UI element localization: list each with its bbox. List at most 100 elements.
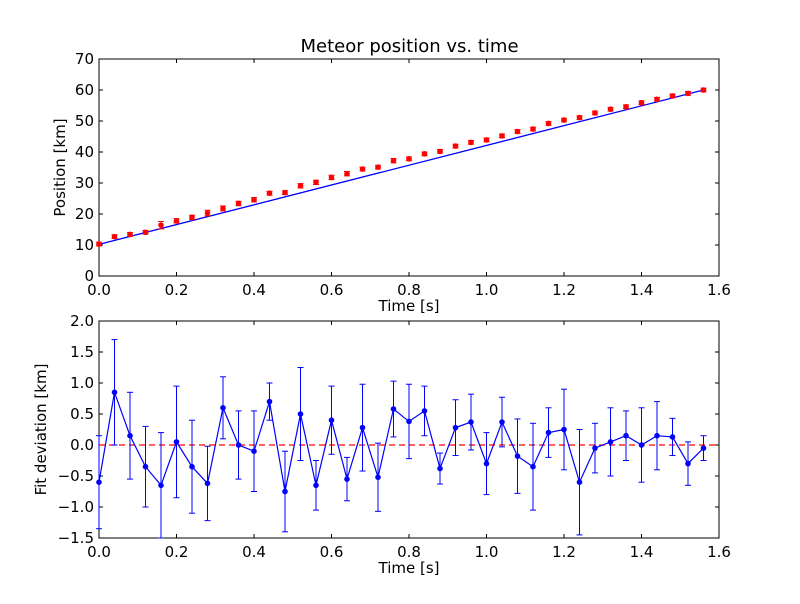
fit-line [98,89,704,246]
data-point [530,126,536,132]
x-tick-label: 0.8 [397,543,421,561]
data-point [499,133,505,139]
data-point [220,405,226,411]
data-point [452,424,459,431]
data-point [158,222,164,228]
data-point [297,411,304,417]
y-tick-label: 0.5 [70,405,94,423]
data-point [375,164,381,170]
x-tick-label: 0.0 [87,543,111,561]
data-point [111,389,118,396]
data-point [127,432,133,439]
data-point [669,434,676,440]
data-point [700,87,707,93]
data-point [530,463,536,470]
data-point [313,482,319,489]
x-tick-label: 0.8 [397,281,421,299]
x-tick-label: 1.4 [630,543,654,561]
x-tick-label: 0.2 [165,543,189,561]
data-point [623,103,629,110]
data-point [375,474,381,481]
x-tick-label: 0.4 [242,281,266,299]
data-point [96,479,102,486]
x-tick-label: 1.0 [475,543,499,561]
data-point [592,110,598,116]
x-tick-label: 1.2 [552,543,576,561]
data-point [251,196,257,203]
data-point [142,463,149,470]
data-point [390,157,397,164]
data-point [592,445,598,451]
x-tick-label: 1.4 [630,281,654,299]
y-tick-label: 70 [75,50,94,68]
data-point [390,406,397,412]
data-point [111,233,118,240]
chart-title: Meteor position vs. time [300,36,518,57]
x-tick-label: 1.6 [707,543,731,561]
data-point [142,229,149,236]
y-tick-label: 2.0 [70,312,94,330]
data-point [685,460,691,467]
data-point [189,214,195,221]
data-point [623,432,629,439]
data-point [204,480,211,487]
data-point [266,190,273,197]
data-point [282,488,288,495]
data-point [654,432,660,439]
data-point [638,99,645,106]
data-point [96,241,102,247]
data-point [251,448,257,455]
data-point [576,479,583,486]
x-tick-label: 0.2 [165,281,189,299]
data-point [344,476,350,482]
data-point [499,419,505,425]
y-tick-label: 30 [75,174,94,192]
x-tick-label: 0.0 [87,281,111,299]
y-tick-label: 1.0 [70,374,94,392]
data-point [158,482,164,489]
data-point [607,439,614,445]
y-tick-label: 10 [75,236,94,254]
y-tick-label: 1.5 [70,343,94,361]
data-point [173,218,180,224]
x-tick-label: 0.6 [320,281,344,299]
data-point [468,419,474,425]
data-point [437,148,443,155]
plot-frame [98,58,720,277]
data-point [576,114,583,121]
data-point [406,156,412,162]
x-tick-label: 0.4 [242,543,266,561]
data-point [297,182,304,189]
data-point [468,139,474,146]
data-point [483,137,490,143]
data-point [437,465,443,472]
x-tick-label: 1.2 [552,281,576,299]
data-point [359,424,366,431]
data-point [328,174,335,181]
data-point [328,417,335,424]
y-tick-label: 40 [75,143,94,161]
data-point [173,439,180,445]
y-tick-label: 50 [75,112,94,130]
x-tick-label: 1.0 [475,281,499,299]
y-tick-label: −0.5 [58,467,94,485]
data-point [607,106,614,113]
x-axis-label: Time [s] [378,559,440,577]
y-tick-label: −1.0 [58,498,94,516]
data-point [313,179,319,186]
data-point [189,463,195,470]
data-point [514,453,521,459]
y-tick-label: 0.0 [70,436,94,454]
x-tick-label: 0.6 [320,543,344,561]
data-point [514,128,521,135]
axes-1: 0.0 0.2 0.4 0.6 0.8 1.0 1.2 1.4 1.6 0 10 20 30 40 50 60… [51,50,731,315]
data-point [669,93,676,99]
data-point [127,231,133,238]
data-point [220,205,226,212]
data-point [406,418,412,425]
data-point [421,408,428,414]
data-point [638,442,645,448]
data-point [266,398,273,405]
y-tick-label: −1.5 [58,529,94,547]
